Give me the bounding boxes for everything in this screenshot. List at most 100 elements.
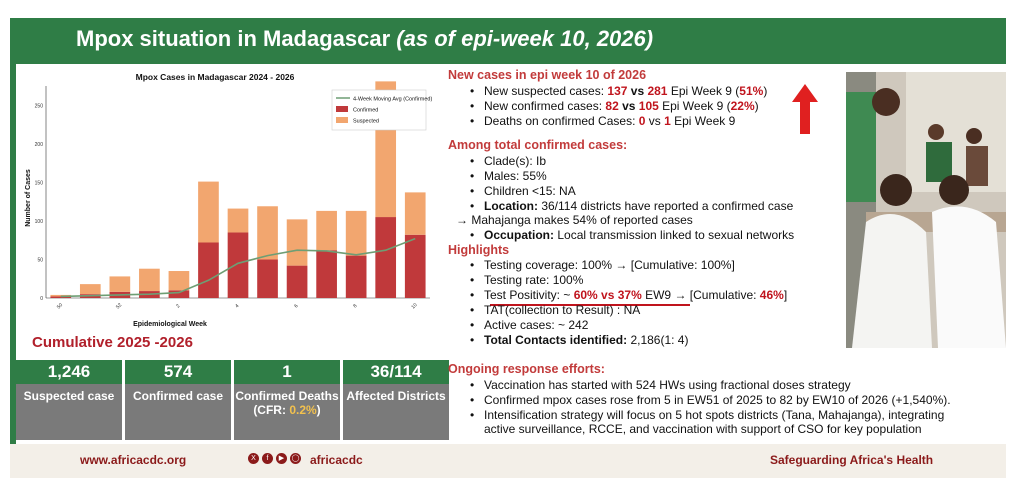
slide-title: Mpox situation in Madagascar (as of epi-… — [76, 26, 654, 51]
males-line: Males: 55% — [470, 169, 547, 183]
bar-suspected — [79, 284, 101, 295]
social-icons: X f ▶ ◯ — [248, 453, 301, 464]
bar-suspected — [139, 268, 160, 292]
stat-deaths-cfr-close: ) — [316, 403, 321, 417]
stat-districts-value: 36/114 — [343, 360, 449, 384]
legend-suspected: Suspected — [353, 119, 379, 125]
stat-suspected-label: Suspected case — [23, 389, 115, 403]
cases-chart-svg: Mpox Cases in Madagascar 2024 - 2026 Epi… — [25, 72, 432, 328]
cases-chart: Mpox Cases in Madagascar 2024 - 2026 Epi… — [20, 68, 438, 330]
moving-avg-line — [60, 237, 416, 298]
stat-deaths-cfr-open: (CFR: — [253, 403, 290, 417]
bar-suspected — [345, 210, 367, 256]
youtube-icon[interactable]: ▶ — [276, 453, 287, 464]
response-item-3-cont: active surveillance, RCCE, and vaccinati… — [484, 422, 922, 436]
increase-arrow-icon — [792, 84, 818, 134]
slide: Mpox situation in Madagascar (as of epi-… — [10, 10, 1006, 478]
bar-suspected — [286, 219, 308, 266]
bar-confirmed — [375, 217, 397, 298]
instagram-icon[interactable]: ◯ — [290, 453, 301, 464]
chart-legend: 4-Week Moving Avg (Confirmed) Confirmed … — [331, 89, 432, 131]
bar-confirmed — [50, 296, 72, 298]
bar-suspected — [404, 192, 426, 235]
bar-confirmed — [227, 232, 249, 298]
y-tick-label: 0 — [40, 296, 43, 302]
x-tick-label: 4 — [234, 303, 240, 309]
among-heading: Among total confirmed cases: — [448, 138, 628, 152]
stat-deaths: 1 Confirmed Deaths (CFR: 0.2%) — [234, 360, 340, 440]
bar-suspected — [109, 276, 131, 292]
stat-confirmed: 574 Confirmed case — [125, 360, 231, 440]
bar-confirmed — [316, 250, 337, 298]
bar-confirmed — [404, 234, 426, 298]
cumulative-title: Cumulative 2025 -2026 — [32, 334, 193, 351]
stat-deaths-label: Confirmed Deaths — [235, 389, 339, 403]
stat-suspected: 1,246 Suspected case — [16, 360, 122, 440]
new-cases-heading: New cases in epi week 10 of 2026 — [448, 68, 647, 82]
bar-suspected — [257, 206, 278, 260]
stat-districts-label: Affected Districts — [346, 389, 446, 403]
clade-line: Clade(s): Ib — [470, 154, 546, 168]
footer-url[interactable]: www.africacdc.org — [80, 453, 187, 467]
left-accent-strip — [10, 64, 16, 478]
stat-confirmed-label: Confirmed case — [132, 389, 224, 403]
y-tick-label: 250 — [35, 103, 44, 109]
x-tick-label: 8 — [352, 303, 358, 309]
bar-suspected — [316, 210, 337, 251]
x-icon[interactable]: X — [248, 453, 259, 464]
title-banner: Mpox situation in Madagascar (as of epi-… — [10, 18, 1006, 64]
highlights-heading: Highlights — [448, 243, 510, 257]
stat-suspected-value: 1,246 — [16, 360, 122, 384]
bar-confirmed — [345, 255, 367, 298]
bar-confirmed — [286, 265, 308, 298]
y-tick-label: 150 — [35, 180, 44, 186]
bar-confirmed — [198, 242, 219, 298]
footer: www.africacdc.org X f ▶ ◯ africacdc Safe… — [10, 444, 1006, 478]
y-tick-label: 200 — [35, 142, 44, 148]
testing-coverage-line: Testing coverage: 100% → [Cumulative: 10… — [470, 258, 735, 272]
field-photo — [846, 72, 1006, 348]
bar-confirmed — [257, 259, 278, 298]
deaths-line: Deaths on confirmed Cases: 0 vs 1 Epi We… — [470, 114, 735, 128]
x-tick-label: 6 — [293, 303, 299, 309]
response-item-2: Confirmed mpox cases rose from 5 in EW51… — [470, 393, 951, 407]
stat-deaths-label-box: Confirmed Deaths (CFR: 0.2%) — [234, 384, 340, 440]
bar-suspected — [198, 181, 219, 243]
chart-xlabel: Epidemiological Week — [133, 321, 207, 328]
bar-confirmed — [168, 290, 190, 298]
chart-title: Mpox Cases in Madagascar 2024 - 2026 — [136, 72, 295, 82]
bar-suspected — [227, 208, 249, 233]
y-tick-label: 50 — [37, 257, 43, 263]
stat-confirmed-value: 574 — [125, 360, 231, 384]
occupation-line: Occupation: Local transmission linked to… — [470, 228, 794, 242]
legend-moving-avg: 4-Week Moving Avg (Confirmed) — [353, 97, 432, 103]
bar-suspected — [168, 271, 190, 291]
testing-rate-line: Testing rate: 100% — [470, 273, 583, 287]
x-tick-label: 52 — [115, 302, 123, 310]
contacts-line: Total Contacts identified: 2,186(1: 4) — [470, 333, 689, 347]
stat-deaths-cfr: 0.2% — [289, 403, 317, 417]
footer-tagline: Safeguarding Africa's Health — [770, 453, 934, 467]
x-tick-label: 50 — [56, 302, 64, 310]
stat-districts: 36/114 Affected Districts — [343, 360, 449, 440]
x-tick-label: 10 — [410, 302, 418, 310]
y-tick-label: 100 — [35, 219, 44, 225]
new-confirmed-line: New confirmed cases: 82 vs 105 Epi Week … — [470, 99, 759, 113]
tat-line: TAT(collection to Result) : NA — [470, 303, 640, 317]
footer-handle: africacdc — [310, 453, 363, 467]
location-line: Location: 36/114 districts have reported… — [470, 199, 793, 213]
positivity-line: Test Positivity: ~ 60% vs 37% EW9 → [Cum… — [470, 288, 787, 302]
response-item-1: Vaccination has started with 524 HWs usi… — [470, 378, 851, 392]
active-cases-line: Active cases: ~ 242 — [470, 318, 588, 332]
chart-ylabel: Number of Cases — [25, 169, 32, 227]
response-heading: Ongoing response efforts: — [448, 362, 605, 376]
legend-suspected-swatch — [336, 117, 348, 123]
facebook-icon[interactable]: f — [262, 453, 273, 464]
legend-confirmed: Confirmed — [353, 108, 378, 114]
stat-deaths-value: 1 — [234, 360, 340, 384]
children-line: Children <15: NA — [470, 184, 576, 198]
x-tick-label: 2 — [175, 303, 181, 309]
mahajanga-line: → Mahajanga makes 54% of reported cases — [456, 213, 693, 227]
new-suspected-line: New suspected cases: 137 vs 281 Epi Week… — [470, 84, 767, 98]
legend-confirmed-swatch — [336, 106, 348, 112]
